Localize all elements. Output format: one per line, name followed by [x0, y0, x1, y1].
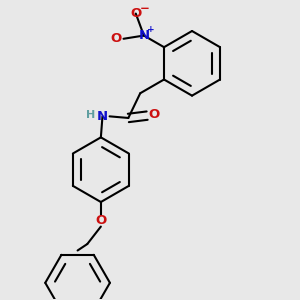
Text: +: +: [147, 25, 155, 34]
Text: N: N: [97, 110, 108, 123]
Text: O: O: [148, 108, 160, 121]
Text: −: −: [140, 2, 150, 15]
Text: O: O: [130, 7, 141, 20]
Text: O: O: [111, 32, 122, 45]
Text: O: O: [95, 214, 106, 227]
Text: H: H: [85, 110, 95, 120]
Text: N: N: [138, 29, 149, 42]
